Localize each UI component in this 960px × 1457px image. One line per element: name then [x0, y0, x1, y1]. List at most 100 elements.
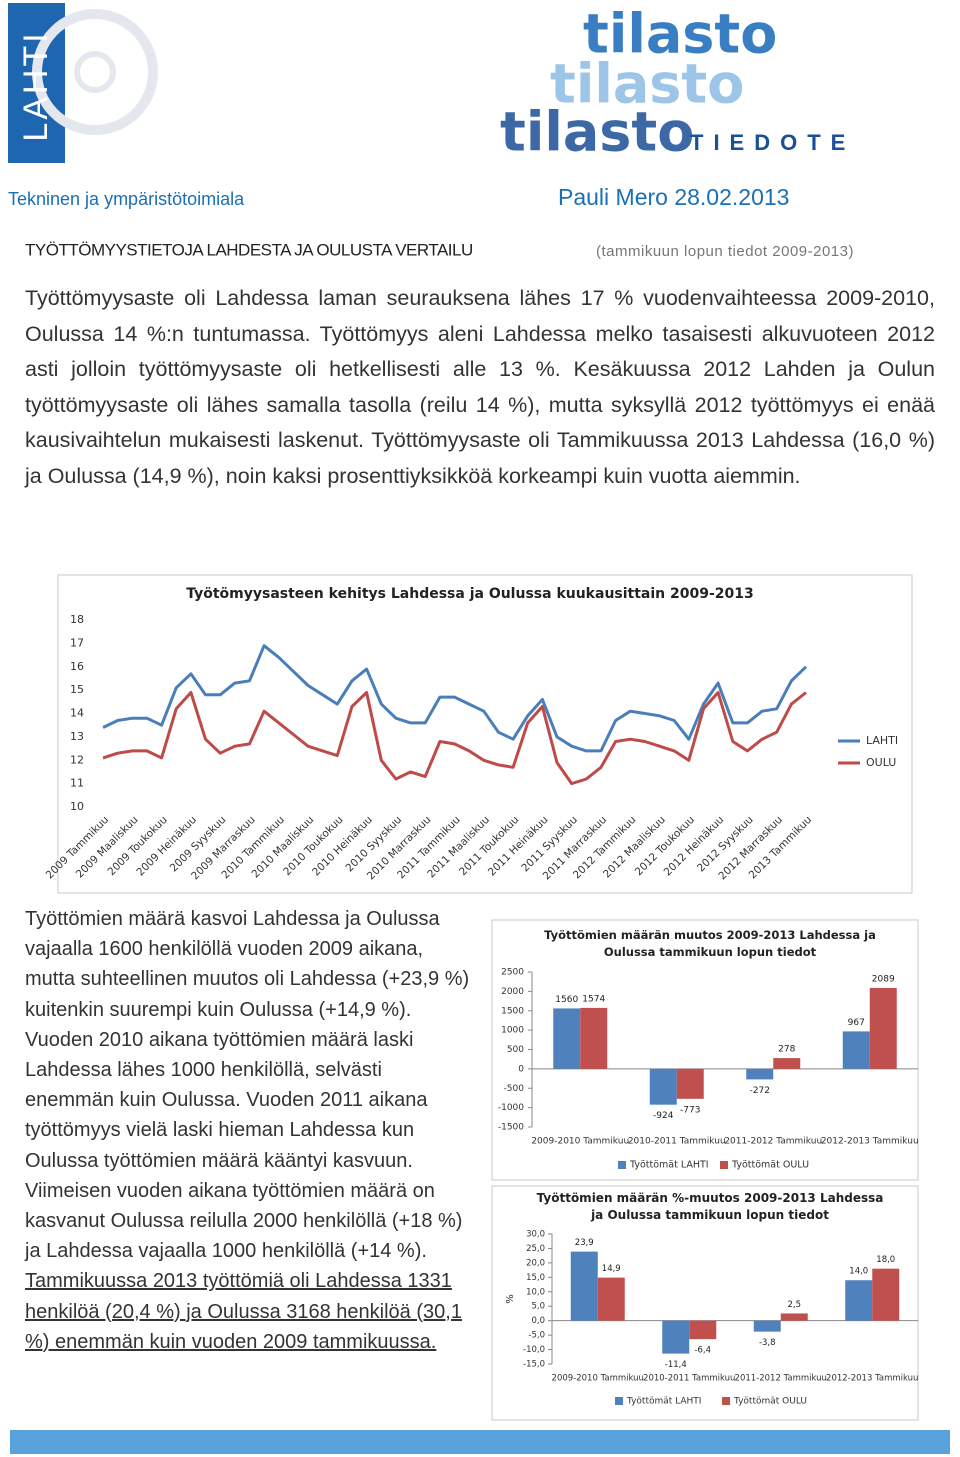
y-tick-label: 1000	[501, 1026, 524, 1036]
logo-text: LAHTI	[17, 30, 55, 141]
footer-band	[10, 1430, 950, 1454]
x-tick-label: 2010-2011 Tammikuu	[628, 1137, 726, 1147]
chart-frame	[57, 574, 913, 894]
legend-label: Työttömät OULU	[733, 1397, 807, 1407]
bar	[746, 1068, 774, 1080]
data-label: -6,4	[694, 1346, 711, 1356]
data-label: 18,0	[876, 1255, 895, 1265]
y-tick-label: -10,0	[523, 1345, 545, 1355]
y-tick-label: 0	[518, 1064, 524, 1074]
data-label: -3,8	[759, 1338, 776, 1348]
x-tick-label: 2011-2012 Tammikuu	[735, 1374, 827, 1384]
x-tick-label: 2009-2010 Tammikuu	[552, 1374, 644, 1384]
body-text: Työttömien määrä kasvoi Lahdessa ja Oulu…	[25, 908, 470, 1263]
bar	[597, 1277, 625, 1321]
y-tick-label: 2500	[501, 968, 524, 978]
legend-swatch	[722, 1397, 730, 1405]
bar	[649, 1068, 677, 1105]
legend-swatch	[615, 1397, 623, 1405]
bar	[676, 1068, 704, 1099]
chart-frame	[491, 1185, 919, 1421]
data-label: -773	[680, 1105, 700, 1115]
bar	[842, 1031, 870, 1069]
y-tick-label: -500	[504, 1084, 525, 1094]
y-tick-label: 12	[70, 753, 84, 766]
bar	[845, 1280, 873, 1321]
data-label: -924	[653, 1111, 674, 1121]
y-tick-label: 0,0	[531, 1316, 545, 1326]
logo-wheel	[32, 9, 158, 135]
data-label: 14,0	[849, 1267, 868, 1277]
department: Tekninen ja ympäristötoimiala	[8, 189, 245, 209]
y-tick-label: 17	[70, 636, 84, 649]
brand-line: tilasto	[550, 53, 744, 116]
bar	[780, 1313, 808, 1321]
bar	[580, 1007, 608, 1069]
x-tick-label: 2012-2013 Tammikuu	[821, 1137, 919, 1147]
bar	[753, 1320, 781, 1332]
y-tick-label: 13	[70, 730, 84, 743]
bar	[872, 1268, 900, 1321]
body-underlined: Tammikuussa 2013 työttömiä oli Lahdessa …	[25, 1270, 462, 1353]
brand-line: tilasto	[500, 101, 694, 164]
y-tick-label: 10	[70, 800, 84, 813]
data-label: -272	[750, 1086, 770, 1096]
y-tick-label: 30,0	[526, 1230, 545, 1240]
legend-label: OULU	[866, 756, 896, 769]
bar	[689, 1320, 717, 1340]
chart-title: Työttömien määrän %-muutos 2009-2013 Lah…	[536, 1191, 884, 1222]
data-line	[102, 644, 808, 753]
y-tick-label: -15,0	[523, 1360, 545, 1370]
heading-title: TYÖTTÖMYYSTIETOJA LAHDESTA JA OULUSTA VE…	[25, 240, 473, 259]
logo-hub	[74, 51, 116, 93]
intro-paragraph: Työttömyysaste oli Lahdessa laman seurau…	[25, 286, 935, 488]
x-tick-label: 2010-2011 Tammikuu	[643, 1374, 735, 1384]
y-tick-label: 10,0	[526, 1287, 545, 1297]
legend-swatch	[618, 1161, 626, 1169]
y-tick-label: 15,0	[526, 1273, 545, 1283]
brand-sub: TIEDOTE	[690, 130, 855, 155]
data-label: 14,9	[602, 1264, 621, 1274]
data-label: 1574	[582, 994, 605, 1004]
legend-label: Työttömät OULU	[731, 1160, 809, 1171]
y-tick-label: 15	[70, 683, 84, 696]
legend-label: Työttömät LAHTI	[629, 1160, 709, 1171]
data-label: 2089	[872, 974, 895, 984]
y-tick-label: 5,0	[531, 1302, 545, 1312]
x-tick-label: 2009-2010 Tammikuu	[531, 1137, 629, 1147]
body-paragraph: Työttömien määrä kasvoi Lahdessa ja Oulu…	[25, 904, 473, 1357]
y-tick-label: 500	[507, 1045, 524, 1055]
bar	[553, 1008, 581, 1069]
chart-title: Työtömyysasteen kehitys Lahdessa ja Oulu…	[186, 586, 754, 602]
legend-label: Työttömät LAHTI	[626, 1397, 701, 1407]
y-tick-label: 11	[70, 777, 84, 790]
y-tick-label: 16	[70, 660, 84, 673]
y-tick-label: -5,0	[528, 1331, 545, 1341]
legend-label: LAHTI	[866, 734, 898, 747]
data-label: -11,4	[665, 1360, 687, 1370]
bar	[662, 1320, 690, 1354]
y-tick-label: -1500	[498, 1123, 524, 1133]
data-line	[102, 691, 807, 786]
y-tick-label: 20,0	[526, 1258, 545, 1268]
y-tick-label: -1000	[498, 1103, 524, 1113]
data-label: 23,9	[575, 1238, 594, 1248]
data-label: 278	[778, 1045, 795, 1055]
y-tick-label: 2000	[501, 987, 524, 997]
legend-swatch	[720, 1161, 728, 1169]
heading-subtitle: (tammikuun lopun tiedot 2009-2013)	[596, 243, 854, 260]
author-date: Pauli Mero 28.02.2013	[558, 184, 789, 210]
chart-frame	[491, 919, 919, 1181]
y-tick-label: 1500	[501, 1006, 524, 1016]
data-label: 1560	[555, 995, 578, 1005]
chart-title: Työttömien määrän muutos 2009-2013 Lahde…	[544, 928, 876, 959]
data-label: 967	[848, 1018, 865, 1028]
bar	[570, 1251, 598, 1321]
data-label: 2,5	[787, 1300, 801, 1310]
x-tick-label: 2012-2013 Tammikuu	[826, 1374, 918, 1384]
bar	[869, 987, 897, 1069]
y-tick-label: 18	[70, 613, 84, 626]
